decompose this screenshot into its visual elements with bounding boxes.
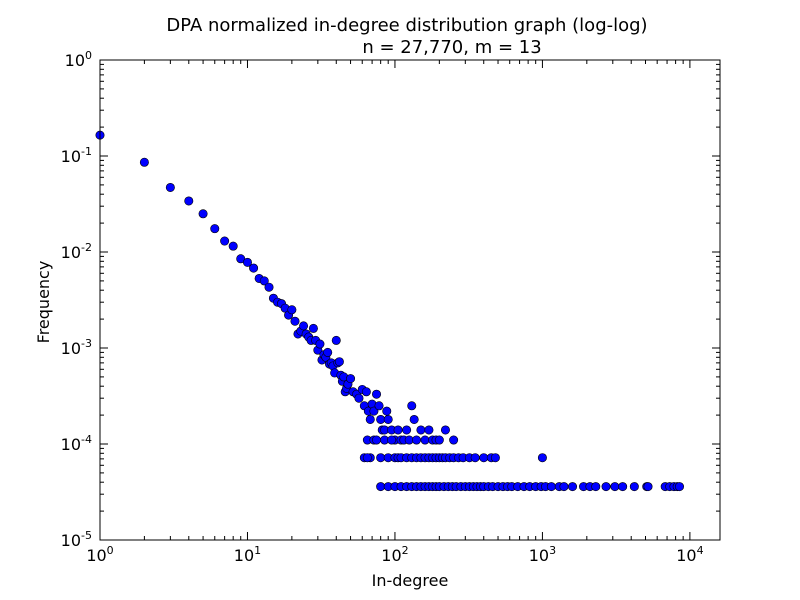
y-axis-label: Frequency <box>34 261 53 344</box>
data-point <box>228 241 238 251</box>
x-tick-label: 102 <box>381 544 408 565</box>
data-point <box>568 482 578 492</box>
data-point <box>362 453 372 463</box>
data-point <box>139 157 149 167</box>
data-point <box>376 453 386 463</box>
data-point <box>537 453 547 463</box>
axis-ticks: 100 101 102 103 104 100 10-1 10-2 10-3 10-4 10-5 <box>61 49 720 565</box>
x-tick-label: 104 <box>676 544 703 565</box>
data-point <box>416 425 426 435</box>
data-point <box>372 389 382 399</box>
data-point <box>440 425 450 435</box>
y-tick-label: 100 <box>65 49 92 70</box>
data-point <box>411 435 421 445</box>
data-point <box>559 482 569 492</box>
data-point <box>365 414 375 424</box>
data-point <box>242 257 252 267</box>
y-tick-label: 10-5 <box>61 529 92 550</box>
data-point <box>165 182 175 192</box>
y-tick-label: 10-4 <box>61 433 92 454</box>
data-point <box>424 425 434 435</box>
data-point <box>198 209 208 219</box>
data-point <box>354 393 364 403</box>
data-point <box>374 401 384 411</box>
data-point <box>264 282 274 292</box>
data-point <box>643 482 653 492</box>
data-point <box>287 305 297 315</box>
plot-frame <box>99 59 721 541</box>
data-point <box>331 335 341 345</box>
data-point <box>184 196 194 206</box>
data-point <box>376 482 386 492</box>
y-tick-label: 10-2 <box>61 241 92 262</box>
data-point <box>591 482 601 492</box>
data-point <box>323 347 333 357</box>
data-point <box>479 453 489 463</box>
x-tick-label: 100 <box>86 544 113 565</box>
data-point <box>618 482 628 492</box>
x-tick-label: 101 <box>234 544 261 565</box>
data-point <box>383 414 393 424</box>
data-point <box>629 482 639 492</box>
x-axis-label: In-degree <box>372 571 449 590</box>
data-point <box>470 453 480 463</box>
data-point <box>601 482 611 492</box>
data-point <box>308 323 318 333</box>
data-point <box>434 435 444 445</box>
data-point <box>393 425 403 435</box>
data-point <box>334 357 344 367</box>
data-point <box>220 236 230 246</box>
chart-title: DPA normalized in-degree distribution gr… <box>166 15 647 36</box>
data-points <box>95 130 684 492</box>
data-point <box>259 276 269 286</box>
data-point <box>361 387 371 397</box>
data-point <box>387 435 397 445</box>
data-point <box>449 435 459 445</box>
data-point <box>546 482 556 492</box>
data-point <box>372 435 382 445</box>
data-point <box>610 482 620 492</box>
data-point <box>290 316 300 326</box>
data-point <box>249 263 259 273</box>
x-tick-label: 103 <box>529 544 556 565</box>
data-point <box>315 339 325 349</box>
y-tick-label: 10-3 <box>61 337 92 358</box>
data-point <box>407 401 417 411</box>
data-point <box>210 224 220 234</box>
data-point <box>674 482 684 492</box>
data-point <box>299 321 309 331</box>
data-point <box>382 406 392 416</box>
data-point <box>420 435 430 445</box>
data-point <box>402 425 412 435</box>
chart-subtitle: n = 27,770, m = 13 <box>362 37 541 58</box>
data-point <box>346 374 356 384</box>
data-point <box>490 453 500 463</box>
data-point <box>376 414 386 424</box>
data-point <box>409 414 419 424</box>
y-tick-label: 10-1 <box>61 145 92 166</box>
